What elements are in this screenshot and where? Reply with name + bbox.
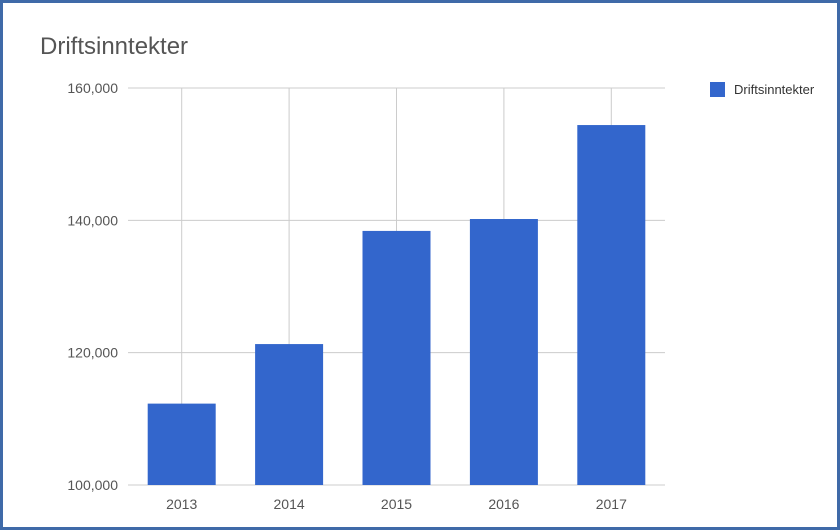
x-tick-label: 2015 [381, 496, 412, 512]
bar-layer [147, 125, 646, 485]
bar-chart: 100,000 120,000 140,000 160,000 2013 2014 2015… [67, 80, 815, 512]
y-tick-label: 100,000 [67, 477, 118, 493]
chart-title: Driftsinntekter [40, 33, 189, 60]
bar-2015[interactable] [362, 230, 431, 485]
x-tick-label: 2016 [488, 496, 519, 512]
bar-2016[interactable] [469, 219, 538, 485]
legend[interactable]: Driftsinntekter [710, 82, 815, 97]
x-tick-label: 2017 [596, 496, 627, 512]
bar-2017[interactable] [577, 125, 646, 485]
y-tick-label: 120,000 [67, 345, 118, 361]
y-tick-label: 140,000 [67, 212, 118, 228]
bar-2013[interactable] [147, 403, 216, 485]
label-layer: 100,000 120,000 140,000 160,000 2013 2014 2015… [67, 80, 627, 512]
y-tick-label: 160,000 [67, 80, 118, 96]
x-tick-label: 2014 [274, 496, 305, 512]
legend-label: Driftsinntekter [734, 82, 815, 97]
bar-2014[interactable] [255, 344, 324, 485]
x-tick-label: 2013 [166, 496, 197, 512]
legend-swatch [710, 82, 725, 97]
